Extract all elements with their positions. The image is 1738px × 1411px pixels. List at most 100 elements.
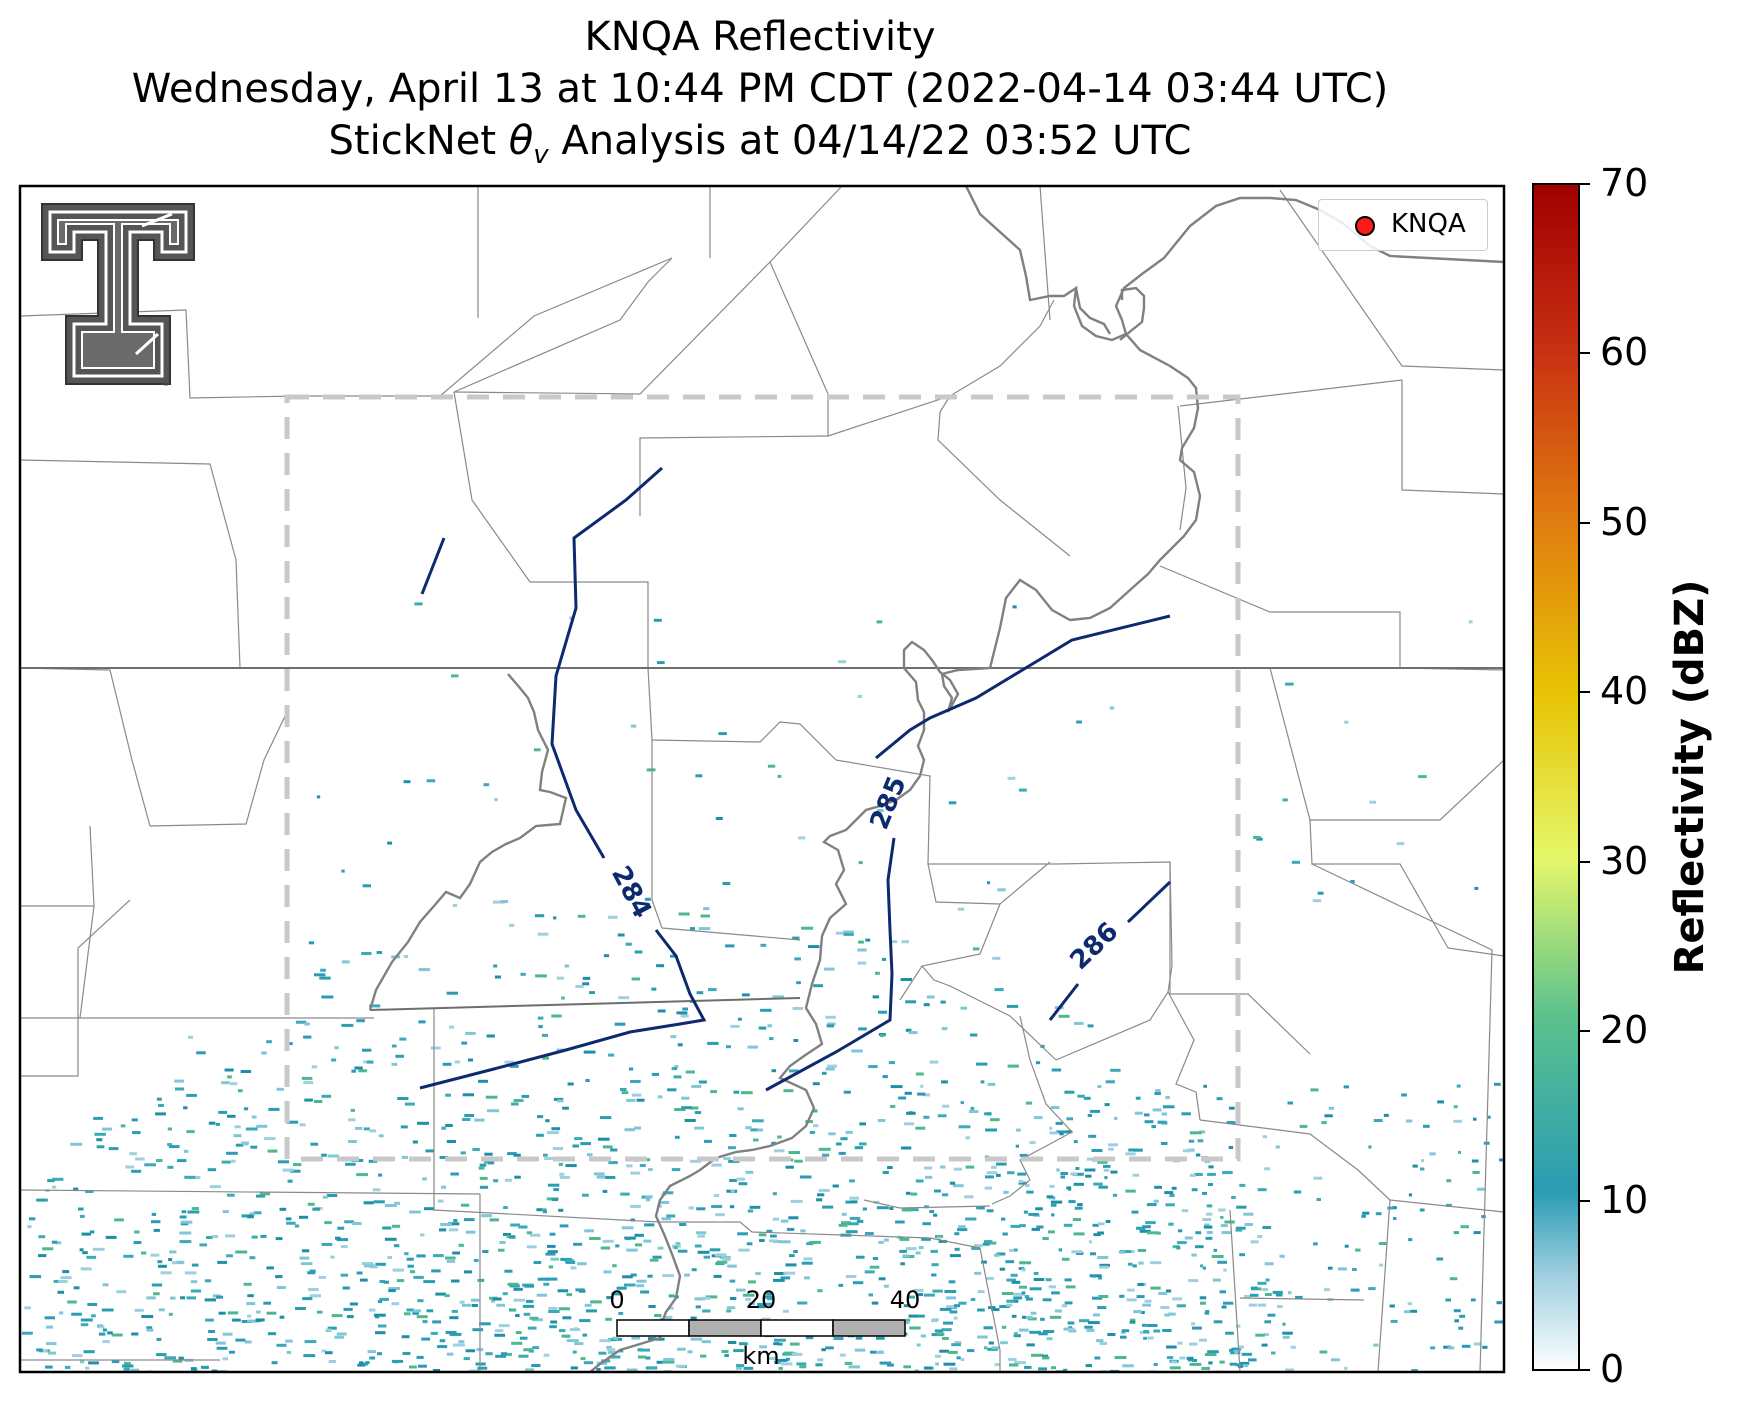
echo-pixel [541,1033,548,1037]
echo-pixel [681,1387,692,1390]
echo-pixel [274,1393,278,1396]
echo-pixel [1344,1244,1349,1248]
echo-pixel [845,1275,857,1278]
echo-pixel [1373,1343,1379,1347]
echo-pixel [414,602,423,606]
echo-pixel [953,1316,958,1320]
echo-pixel [404,1102,415,1106]
echo-pixel [718,732,727,736]
echo-pixel [713,1194,720,1197]
echo-pixel [321,1153,327,1157]
echo-pixel [227,1193,235,1197]
echo-pixel [1075,1167,1080,1170]
echo-pixel [1487,1115,1491,1119]
echo-pixel [1460,1225,1469,1229]
echo-pixel [1166,1356,1174,1360]
echo-pixel [499,1241,506,1244]
echo-pixel [759,1393,769,1396]
echo-pixel [766,1229,773,1233]
echo-pixel [566,1339,579,1343]
echo-pixel [711,1163,722,1167]
echo-pixel [1143,1330,1149,1333]
echo-pixel [1238,1345,1244,1349]
contour-286-line [420,537,446,595]
echo-pixel [448,1391,454,1394]
echo-pixel [231,1159,236,1163]
echo-pixel [463,1357,470,1361]
echo-pixel [401,1155,408,1159]
colorbar-tick-label: 10 [1600,1177,1649,1222]
echo-pixel [461,1203,470,1207]
echo-pixel [864,1270,875,1274]
echo-pixel [1033,1272,1039,1275]
echo-pixel [817,1193,825,1197]
echo-pixel [1049,1184,1055,1188]
echo-pixel [226,1254,233,1258]
echo-pixel [964,1388,975,1391]
echo-pixel [676,1011,688,1015]
echo-pixel [1045,1278,1052,1282]
echo-pixel [1064,1301,1073,1305]
echo-pixel [589,991,595,995]
echo-pixel [1229,1348,1234,1352]
echo-pixel [1000,1385,1009,1388]
echo-pixel [964,1195,974,1199]
echo-pixel [293,1400,297,1403]
echo-pixel [263,1301,271,1305]
echo-pixel [1051,1213,1055,1217]
echo-pixel [187,1210,200,1214]
echo-pixel [67,1382,77,1385]
echo-pixel [375,1331,386,1335]
echo-pixel [700,1354,707,1358]
echo-pixel [737,1232,748,1236]
echo-pixel [738,1182,748,1186]
echo-pixel [915,1314,925,1318]
echo-pixel [1007,1171,1015,1175]
echo-pixel [758,1026,767,1030]
echo-pixel [1265,1278,1270,1282]
echo-pixel [221,1160,231,1164]
echo-pixel [151,1283,163,1287]
echo-pixel [1120,1380,1124,1383]
echo-pixel [1179,1356,1186,1360]
echo-pixel [730,1189,735,1193]
echo-pixel [1231,1347,1242,1351]
echo-pixel [1006,1004,1019,1008]
echo-pixel [1121,1397,1125,1400]
echo-pixel [146,1326,153,1330]
echo-pixel [397,1097,409,1100]
echo-pixel [267,1332,277,1336]
echo-pixel [621,1226,634,1230]
echo-pixel [1368,1145,1372,1149]
echo-pixel [391,1359,404,1363]
echo-pixel [608,1053,615,1057]
echo-pixel [465,1230,476,1234]
echo-pixel [1223,1268,1227,1272]
echo-pixel [51,1240,58,1244]
echo-pixel [621,1091,629,1095]
echo-pixel [1077,1203,1083,1207]
echo-pixel [999,1382,1007,1385]
echo-pixel [981,1260,987,1264]
echo-pixel [114,1393,118,1396]
echo-pixel [531,1364,541,1367]
echo-pixel [849,1196,859,1200]
echo-pixel [1019,1261,1032,1265]
echo-pixel [392,1044,397,1048]
echo-pixel [1019,1224,1026,1228]
echo-pixel [266,1386,271,1389]
echo-pixel [1050,1203,1057,1207]
echo-pixel [872,1257,879,1260]
echo-pixel [986,1209,994,1213]
echo-pixel [1183,1149,1192,1153]
echo-pixel [736,1177,746,1181]
echo-pixel [251,1235,258,1239]
echo-pixel [695,1231,707,1235]
reflectivity-echoes [21,602,1504,1403]
echo-pixel [1103,1164,1111,1168]
echo-pixel [622,1275,633,1279]
echo-pixel [841,1221,851,1225]
echo-pixel [403,1397,410,1400]
echo-pixel [1097,1085,1102,1088]
echo-pixel [362,884,371,888]
